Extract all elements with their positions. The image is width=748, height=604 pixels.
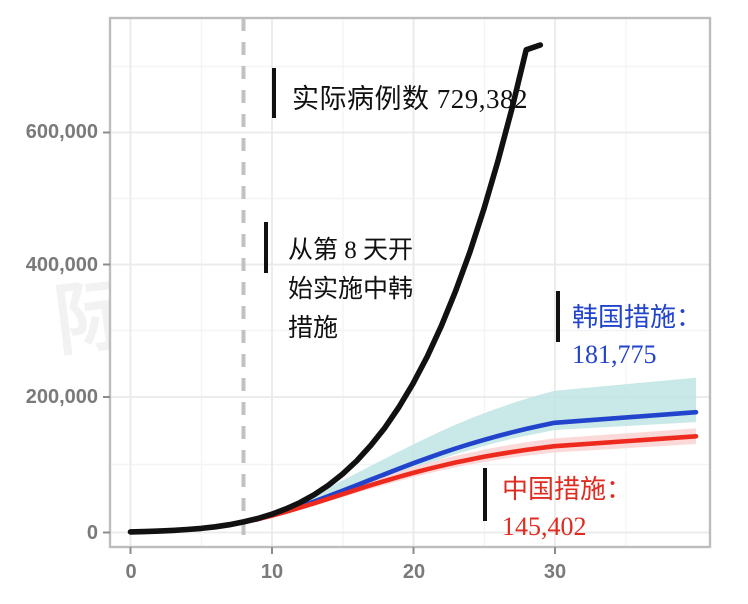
minor-gridlines [110, 18, 710, 547]
korea-confidence-band [130, 377, 696, 533]
china-annotation: 中国措施： 145,402 [502, 472, 632, 546]
intervention-annotation-line-3: 措施 [288, 314, 339, 342]
korea-annotation: 韩国措施： 181,775 [572, 300, 702, 374]
y-tick-label-600000: 600,000 [25, 121, 98, 143]
korea-annotation-value: 181,775 [572, 339, 657, 369]
panel-border [108, 16, 712, 549]
annotation-markers [264, 68, 560, 521]
china-annotation-label: 中国措施： [502, 475, 633, 504]
intervention-annotation-line-1: 从第 8 天开 [288, 237, 414, 264]
y-axis-ticks [103, 131, 110, 534]
x-tick-label-0: 0 [125, 561, 137, 583]
intervention-annotation: 从第 8 天开 始实施中韩 措施 [288, 232, 413, 348]
korea-annotation-label: 韩国措施： [572, 303, 703, 332]
china-annotation-value: 145,402 [502, 511, 587, 541]
x-axis-ticks [129, 547, 556, 554]
actual-cases-annotation: 实际病例数 729,382 [292, 84, 528, 114]
x-tick-label-20: 20 [402, 561, 426, 583]
y-tick-label-200000: 200,000 [25, 386, 98, 408]
x-tick-label-30: 30 [543, 561, 567, 583]
y-tick-label-400000: 400,000 [25, 254, 98, 276]
y-tick-label-0: 0 [86, 522, 98, 544]
intervention-annotation-line-2: 始实施中韩 [288, 275, 414, 303]
actual-cases-line [127, 42, 544, 535]
x-tick-label-10: 10 [260, 561, 284, 583]
